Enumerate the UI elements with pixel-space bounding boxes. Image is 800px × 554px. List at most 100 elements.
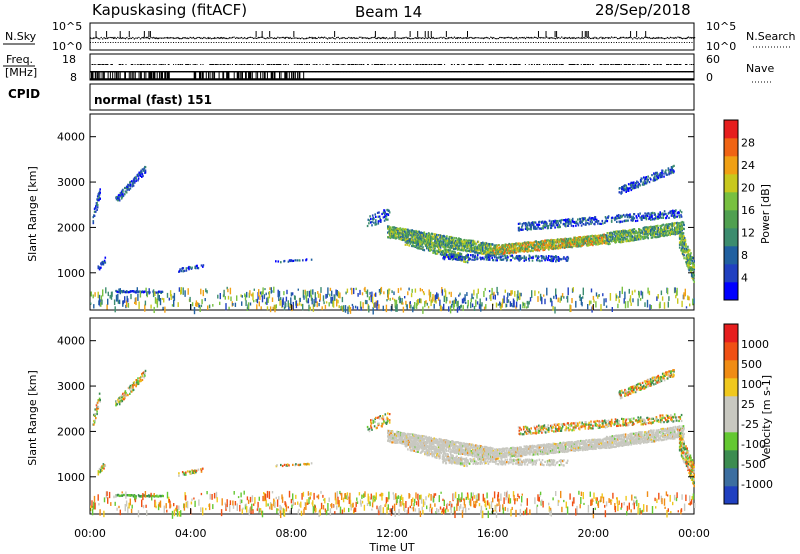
nave-point <box>371 64 373 65</box>
freq-point <box>141 71 143 73</box>
freq-point <box>423 71 425 73</box>
freq-point <box>228 71 231 73</box>
freq-point <box>676 71 678 73</box>
nsearch-point <box>507 42 509 43</box>
nave-point <box>601 64 603 65</box>
echo-cell <box>454 255 456 258</box>
nave-point <box>307 64 309 65</box>
nave-point <box>154 64 156 65</box>
freq-point <box>253 71 255 73</box>
echo-cell <box>646 181 648 184</box>
echo-cell <box>444 237 447 240</box>
nsky-point <box>320 36 323 39</box>
freq-point <box>604 71 606 73</box>
nsky-point <box>157 37 160 40</box>
echo-cell <box>422 240 424 243</box>
echo-cell <box>465 260 467 264</box>
nsky-point <box>95 36 98 39</box>
freq-point <box>690 71 692 73</box>
nave-point <box>641 64 643 65</box>
echo-cell <box>619 216 622 219</box>
freq-point <box>433 71 435 73</box>
echo-cell <box>646 214 649 218</box>
echo-cell <box>435 235 437 239</box>
nave-point <box>501 64 503 65</box>
echo-cell <box>610 231 612 234</box>
nave-point <box>241 64 242 65</box>
nsearch-point <box>691 42 693 43</box>
freq-point <box>517 71 519 73</box>
echo-cell <box>412 238 414 241</box>
nsky-point <box>340 37 343 40</box>
echo-cell <box>619 236 621 239</box>
echo-cell <box>498 244 500 247</box>
echo-cell <box>417 235 419 238</box>
freq-point <box>401 71 403 73</box>
freq-point <box>599 71 601 73</box>
nsky-point <box>667 37 670 40</box>
nsearch-point <box>288 42 290 43</box>
echo-cell <box>395 231 398 234</box>
echo-cell <box>572 225 575 228</box>
echo-cell <box>405 235 407 238</box>
nave-point <box>325 64 327 65</box>
nave-point <box>613 64 615 65</box>
echo-cell <box>411 235 414 238</box>
echo-cell <box>644 182 646 185</box>
freq-point <box>586 71 588 73</box>
freq-point <box>356 71 358 73</box>
nsearch-point <box>115 42 117 43</box>
nsearch-point <box>532 42 534 43</box>
echo-cell <box>452 242 454 245</box>
nsky-point <box>447 36 450 40</box>
nave-point <box>134 64 136 65</box>
echo-cell <box>559 258 561 261</box>
nave-point <box>277 64 279 65</box>
nave-point <box>416 64 418 65</box>
freq-point <box>440 71 442 73</box>
nave-point <box>441 64 443 65</box>
echo-cell <box>632 230 634 234</box>
echo-cell <box>449 257 451 261</box>
echo-cell <box>521 228 523 231</box>
nave-point <box>223 64 225 65</box>
nsky-point <box>449 36 451 39</box>
echo-cell <box>624 215 626 218</box>
echo-cell <box>528 222 531 225</box>
echo-cell <box>483 246 486 249</box>
freq-point <box>509 71 511 73</box>
freq-point <box>269 71 271 73</box>
echo-cell <box>413 232 415 235</box>
nsky-point <box>119 36 122 40</box>
echo-cell <box>480 258 482 261</box>
echo-cell <box>594 220 597 223</box>
nave-point <box>490 64 492 65</box>
nsearch-point <box>595 42 597 43</box>
echo-cell <box>502 258 505 261</box>
echo-cell <box>470 241 472 244</box>
nsky-point <box>220 36 224 40</box>
freq-point <box>627 71 629 73</box>
echo-cell <box>507 245 510 248</box>
echo-cell <box>432 247 435 250</box>
echo-cell <box>521 247 524 251</box>
freq-point <box>564 71 566 73</box>
nsearch-point <box>482 42 484 43</box>
freq-point <box>219 71 221 73</box>
nave-point <box>287 64 289 65</box>
echo-cell <box>666 214 668 218</box>
nsearch-point <box>442 42 444 43</box>
echo-cell <box>476 256 478 259</box>
echo-cell <box>487 256 490 259</box>
echo-cell <box>665 234 667 237</box>
nave-point <box>164 64 166 65</box>
nsky-point <box>515 36 518 39</box>
freq-point <box>543 71 545 73</box>
nave-point <box>381 64 383 65</box>
freq-point <box>624 71 626 73</box>
nave-point <box>258 64 260 65</box>
nsearch-point <box>490 42 492 43</box>
freq-point <box>240 71 242 73</box>
echo-cell <box>426 232 428 236</box>
freq-point <box>493 71 495 73</box>
